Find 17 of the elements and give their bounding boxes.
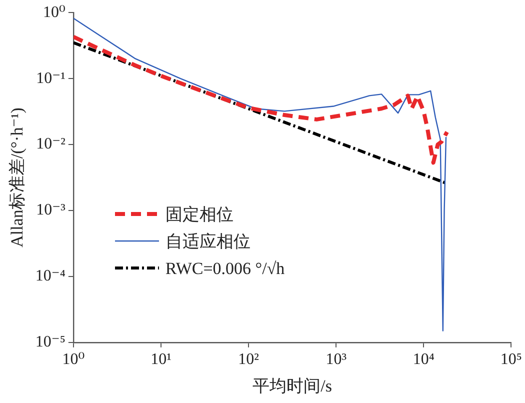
x-tick-label: 10¹ (150, 351, 172, 368)
x-tick-label: 10⁰ (62, 351, 85, 368)
legend-label: 自适应相位 (165, 230, 250, 253)
legend-label: RWC=0.006 °/√h (165, 258, 285, 280)
x-tick-label: 10² (238, 351, 260, 368)
y-tick-label: 10⁻³ (36, 202, 66, 219)
x-tick-label: 10⁵ (500, 351, 522, 368)
y-tick-label: 10⁻⁴ (35, 268, 66, 285)
x-tick-label: 10⁴ (412, 351, 435, 368)
y-tick-label: 10⁰ (43, 4, 66, 21)
x-tick-label: 10³ (326, 351, 347, 368)
legend-label: 固定相位 (165, 204, 234, 226)
y-tick-label: 10⁻² (36, 136, 66, 153)
x-axis-title: 平均时间/s (252, 376, 332, 396)
y-axis-title: Allan标准差/(°·h⁻¹) (8, 108, 27, 248)
y-tick-label: 10⁻¹ (36, 70, 66, 87)
y-tick-label: 10⁻⁵ (35, 334, 66, 351)
